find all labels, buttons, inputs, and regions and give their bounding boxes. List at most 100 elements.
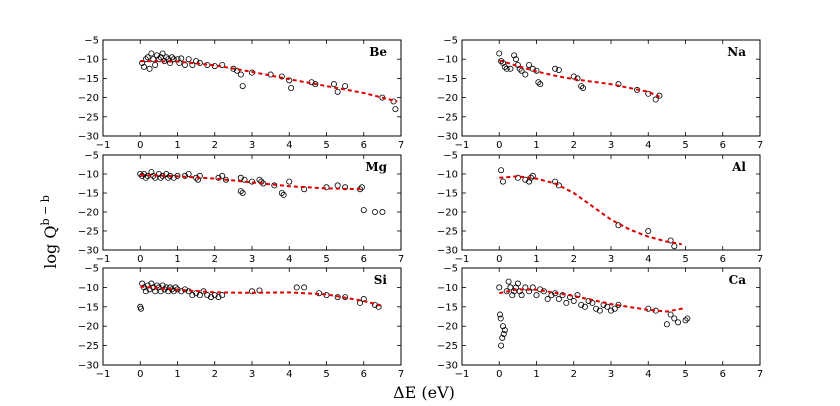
x-tick-label: 0 bbox=[496, 254, 502, 265]
x-tick-label: 1 bbox=[174, 140, 180, 151]
data-point bbox=[330, 81, 337, 88]
data-point bbox=[174, 286, 181, 293]
x-tick-label: 6 bbox=[720, 140, 726, 151]
data-points bbox=[137, 169, 386, 215]
data-point bbox=[578, 83, 585, 90]
data-point bbox=[155, 56, 162, 63]
data-point bbox=[146, 65, 153, 72]
data-point bbox=[503, 65, 510, 72]
data-point bbox=[604, 303, 611, 310]
data-point bbox=[615, 301, 622, 308]
data-point bbox=[563, 299, 570, 306]
data-point bbox=[570, 73, 577, 80]
data-point bbox=[157, 288, 164, 295]
plot-frame bbox=[461, 154, 761, 251]
x-tick-label: −1 bbox=[96, 369, 111, 380]
data-point bbox=[193, 58, 200, 65]
data-point bbox=[555, 296, 562, 303]
x-tick-label: −1 bbox=[455, 140, 470, 151]
y-tick-label: −10 bbox=[78, 55, 99, 66]
x-tick-label: 5 bbox=[682, 254, 688, 265]
x-tick-label: 3 bbox=[249, 140, 255, 151]
panel-label: Si bbox=[374, 273, 388, 287]
panel-label: Mg bbox=[365, 160, 387, 174]
y-tick-label: −5 bbox=[443, 151, 458, 162]
y-tick-label: −10 bbox=[78, 170, 99, 181]
x-tick-label: 4 bbox=[286, 369, 292, 380]
y-tick-label: −25 bbox=[78, 112, 99, 123]
x-tick-label: 3 bbox=[249, 254, 255, 265]
data-point bbox=[174, 172, 181, 179]
x-tick-label: 6 bbox=[361, 140, 367, 151]
data-point bbox=[671, 243, 678, 250]
data-point bbox=[498, 167, 505, 174]
data-point bbox=[522, 71, 529, 78]
data-point bbox=[148, 50, 155, 57]
data-point bbox=[514, 174, 521, 181]
x-tick-label: 2 bbox=[571, 140, 577, 151]
y-tick-label: −15 bbox=[78, 74, 99, 85]
x-tick-label: 1 bbox=[174, 254, 180, 265]
fit-curve bbox=[140, 60, 398, 103]
x-tick-label: 4 bbox=[286, 254, 292, 265]
data-point bbox=[499, 334, 506, 341]
x-tick-label: −1 bbox=[96, 140, 111, 151]
data-point bbox=[667, 311, 674, 318]
data-point bbox=[215, 294, 222, 301]
x-tick-label: 7 bbox=[757, 254, 763, 265]
data-point bbox=[342, 184, 349, 191]
data-point bbox=[148, 169, 155, 176]
data-point bbox=[293, 284, 300, 291]
data-point bbox=[505, 278, 512, 285]
panel-label: Ca bbox=[729, 273, 747, 287]
panel-label: Na bbox=[727, 45, 746, 59]
data-point bbox=[271, 182, 278, 189]
y-tick-label: −10 bbox=[437, 283, 458, 294]
data-point bbox=[379, 208, 386, 215]
data-point bbox=[219, 61, 226, 68]
x-tick-label: 2 bbox=[212, 369, 218, 380]
y-tick-label: −30 bbox=[437, 246, 458, 257]
x-tick-label: 5 bbox=[323, 369, 329, 380]
data-point bbox=[342, 294, 349, 301]
x-tick-label: 0 bbox=[137, 369, 143, 380]
data-point bbox=[334, 294, 341, 301]
x-tick-label: 2 bbox=[571, 369, 577, 380]
data-point bbox=[518, 292, 525, 299]
y-tick-label: −10 bbox=[78, 283, 99, 294]
data-points bbox=[139, 50, 399, 113]
x-tick-label: 1 bbox=[533, 140, 539, 151]
data-point bbox=[496, 50, 503, 57]
y-tick-label: −25 bbox=[437, 112, 458, 123]
y-tick-label: −20 bbox=[78, 208, 99, 219]
panel-label: Al bbox=[731, 160, 746, 174]
data-point bbox=[288, 85, 295, 92]
x-tick-label: 3 bbox=[608, 369, 614, 380]
data-point bbox=[215, 174, 222, 181]
plot-frame bbox=[461, 267, 761, 366]
data-point bbox=[555, 66, 562, 73]
x-tick-label: 6 bbox=[361, 254, 367, 265]
data-point bbox=[529, 284, 536, 291]
data-point bbox=[522, 284, 529, 291]
x-tick-label: 3 bbox=[608, 140, 614, 151]
data-point bbox=[360, 207, 367, 214]
x-tick-label: 6 bbox=[720, 254, 726, 265]
data-point bbox=[222, 176, 229, 183]
y-tick-label: −30 bbox=[78, 361, 99, 372]
y-tick-label: −5 bbox=[443, 264, 458, 275]
x-tick-label: 7 bbox=[398, 140, 404, 151]
data-point bbox=[544, 296, 551, 303]
data-point bbox=[652, 96, 659, 103]
x-tick-label: 0 bbox=[137, 254, 143, 265]
y-tick-label: −25 bbox=[437, 341, 458, 352]
data-point bbox=[142, 288, 149, 295]
x-tick-label: 4 bbox=[645, 254, 651, 265]
data-point bbox=[241, 176, 248, 183]
data-point bbox=[178, 55, 185, 62]
data-point bbox=[535, 79, 542, 86]
data-point bbox=[280, 191, 287, 198]
y-tick-label: −5 bbox=[84, 264, 99, 275]
